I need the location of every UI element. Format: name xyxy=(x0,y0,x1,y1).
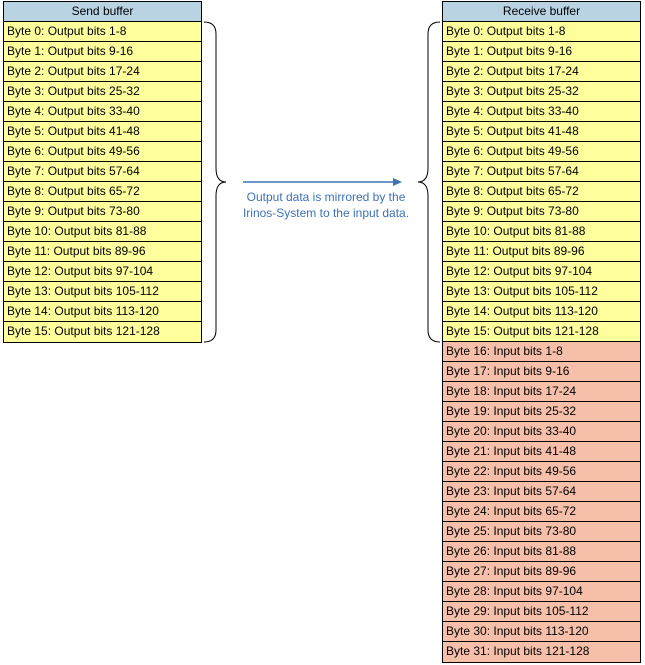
send-buffer-table: Send buffer Byte 0: Output bits 1-8 Byte … xyxy=(3,1,202,343)
send-buffer-output-row: Byte 12: Output bits 97-104 xyxy=(4,262,201,282)
receive-buffer-output-row: Byte 4: Output bits 33-40 xyxy=(443,102,640,122)
receive-brace-icon xyxy=(417,21,441,343)
send-buffer-title: Send buffer xyxy=(4,2,201,22)
send-buffer-output-row: Byte 1: Output bits 9-16 xyxy=(4,42,201,62)
mirror-arrowhead-icon xyxy=(393,178,402,186)
receive-buffer-output-row: Byte 8: Output bits 65-72 xyxy=(443,182,640,202)
receive-buffer-input-row: Byte 28: Input bits 97-104 xyxy=(443,582,640,602)
send-buffer-output-row: Byte 6: Output bits 49-56 xyxy=(4,142,201,162)
receive-buffer-output-row: Byte 13: Output bits 105-112 xyxy=(443,282,640,302)
receive-buffer-input-row: Byte 25: Input bits 73-80 xyxy=(443,522,640,542)
receive-buffer-output-row: Byte 3: Output bits 25-32 xyxy=(443,82,640,102)
send-buffer-output-row: Byte 14: Output bits 113-120 xyxy=(4,302,201,322)
receive-buffer-input-row: Byte 21: Input bits 41-48 xyxy=(443,442,640,462)
receive-buffer-output-row: Byte 1: Output bits 9-16 xyxy=(443,42,640,62)
send-buffer-output-row: Byte 9: Output bits 73-80 xyxy=(4,202,201,222)
receive-buffer-input-row: Byte 30: Input bits 113-120 xyxy=(443,622,640,642)
send-buffer-output-row: Byte 11: Output bits 89-96 xyxy=(4,242,201,262)
receive-buffer-input-row: Byte 20: Input bits 33-40 xyxy=(443,422,640,442)
receive-buffer-output-row: Byte 9: Output bits 73-80 xyxy=(443,202,640,222)
receive-buffer-output-row: Byte 12: Output bits 97-104 xyxy=(443,262,640,282)
receive-buffer-input-row: Byte 19: Input bits 25-32 xyxy=(443,402,640,422)
receive-buffer-output-row: Byte 0: Output bits 1-8 xyxy=(443,22,640,42)
receive-buffer-input-row: Byte 26: Input bits 81-88 xyxy=(443,542,640,562)
receive-buffer-table: Receive buffer Byte 0: Output bits 1-8 By… xyxy=(442,1,641,663)
send-buffer-output-row: Byte 4: Output bits 33-40 xyxy=(4,102,201,122)
receive-buffer-input-row: Byte 23: Input bits 57-64 xyxy=(443,482,640,502)
receive-buffer-output-row: Byte 6: Output bits 49-56 xyxy=(443,142,640,162)
send-brace-icon xyxy=(203,21,227,343)
receive-buffer-rows: Byte 0: Output bits 1-8 Byte 1: Output bi… xyxy=(443,22,640,662)
receive-buffer-output-row: Byte 10: Output bits 81-88 xyxy=(443,222,640,242)
send-buffer-output-row: Byte 5: Output bits 41-48 xyxy=(4,122,201,142)
send-buffer-output-row: Byte 13: Output bits 105-112 xyxy=(4,282,201,302)
receive-buffer-output-row: Byte 15: Output bits 121-128 xyxy=(443,322,640,342)
receive-buffer-output-row: Byte 14: Output bits 113-120 xyxy=(443,302,640,322)
receive-buffer-input-row: Byte 24: Input bits 65-72 xyxy=(443,502,640,522)
send-buffer-output-row: Byte 7: Output bits 57-64 xyxy=(4,162,201,182)
send-buffer-output-row: Byte 2: Output bits 17-24 xyxy=(4,62,201,82)
receive-buffer-input-row: Byte 31: Input bits 121-128 xyxy=(443,642,640,662)
receive-buffer-input-row: Byte 27: Input bits 89-96 xyxy=(443,562,640,582)
receive-buffer-input-row: Byte 17: Input bits 9-16 xyxy=(443,362,640,382)
receive-buffer-output-row: Byte 2: Output bits 17-24 xyxy=(443,62,640,82)
send-buffer-output-row: Byte 0: Output bits 1-8 xyxy=(4,22,201,42)
receive-buffer-input-row: Byte 18: Input bits 17-24 xyxy=(443,382,640,402)
send-buffer-output-row: Byte 10: Output bits 81-88 xyxy=(4,222,201,242)
receive-buffer-output-row: Byte 5: Output bits 41-48 xyxy=(443,122,640,142)
send-buffer-output-row: Byte 15: Output bits 121-128 xyxy=(4,322,201,342)
receive-buffer-input-row: Byte 22: Input bits 49-56 xyxy=(443,462,640,482)
receive-buffer-input-row: Byte 16: Input bits 1-8 xyxy=(443,342,640,362)
send-buffer-output-row: Byte 8: Output bits 65-72 xyxy=(4,182,201,202)
arrow-caption: Output data is mirrored by the Irinos-Sy… xyxy=(242,190,410,220)
receive-buffer-input-row: Byte 29: Input bits 105-112 xyxy=(443,602,640,622)
receive-buffer-output-row: Byte 7: Output bits 57-64 xyxy=(443,162,640,182)
send-buffer-output-row: Byte 3: Output bits 25-32 xyxy=(4,82,201,102)
send-buffer-rows: Byte 0: Output bits 1-8 Byte 1: Output bi… xyxy=(4,22,201,342)
receive-buffer-output-row: Byte 11: Output bits 89-96 xyxy=(443,242,640,262)
receive-buffer-title: Receive buffer xyxy=(443,2,640,22)
